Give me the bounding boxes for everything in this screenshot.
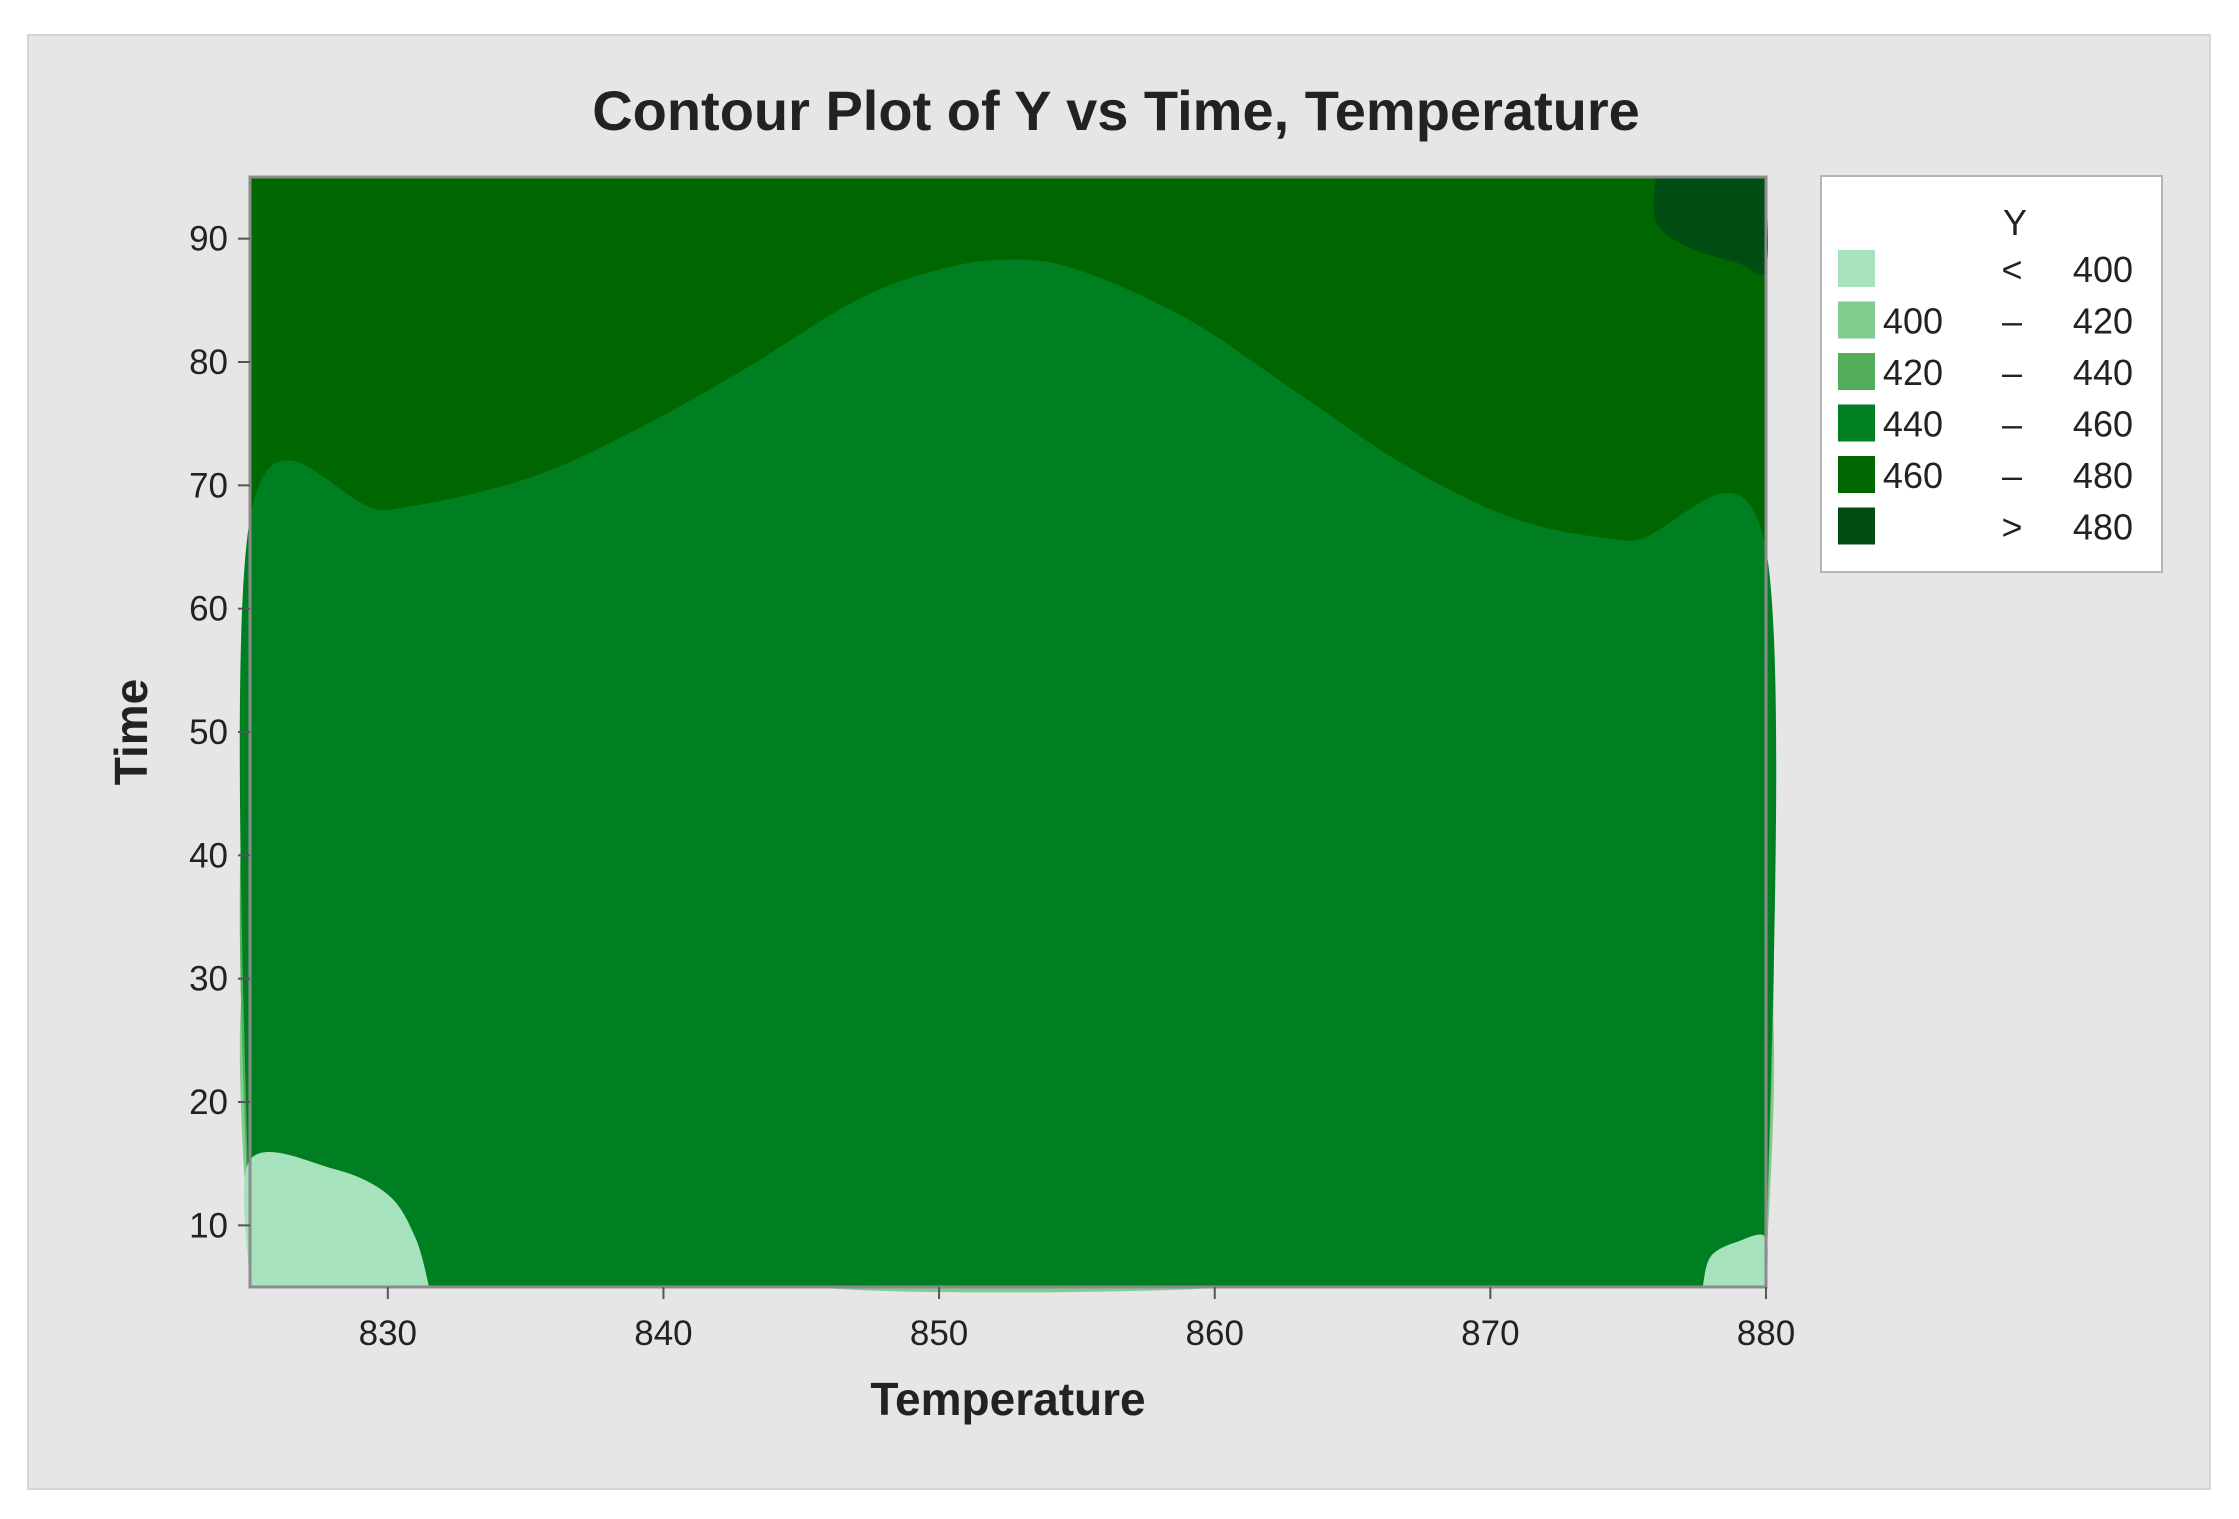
legend-range-separator: > xyxy=(2001,507,2022,548)
legend-range-low: 460 xyxy=(1883,455,1943,496)
contour-bands xyxy=(239,177,1777,1293)
legend-range-separator: – xyxy=(2002,404,2022,445)
y-tick-label: 60 xyxy=(189,590,228,629)
x-tick-label: 860 xyxy=(1186,1314,1244,1353)
y-tick-label: 40 xyxy=(189,836,228,875)
contour-band-4 xyxy=(243,1152,430,1287)
legend-box xyxy=(1820,175,2163,573)
legend-swatch xyxy=(1838,404,1875,442)
legend-swatch xyxy=(1838,301,1875,339)
plot-area xyxy=(239,175,1777,1293)
legend-swatch xyxy=(1838,507,1875,545)
legend-range-high: 420 xyxy=(2073,301,2133,342)
legend-range-high: 480 xyxy=(2073,455,2133,496)
x-tick-label: 850 xyxy=(910,1314,968,1353)
y-tick-label: 30 xyxy=(189,960,228,999)
y-axis: 10 20 30 40 50 60 70 80 90 xyxy=(189,220,250,1245)
legend-range-separator: < xyxy=(2001,249,2022,290)
contour-band-2 xyxy=(239,259,1777,1288)
y-tick-label: 50 xyxy=(189,713,228,752)
y-tick-label: 70 xyxy=(189,466,228,505)
chart-panel: Contour Plot of Y vs Time, Temperature 8… xyxy=(27,34,2211,1490)
x-tick-label: 840 xyxy=(634,1314,692,1353)
legend-swatch xyxy=(1838,456,1875,493)
legend-range-separator: – xyxy=(2002,455,2022,496)
legend-range-low: 400 xyxy=(1883,301,1943,342)
y-tick-label: 10 xyxy=(189,1206,228,1245)
x-axis-title: Temperature xyxy=(870,1373,1145,1425)
x-tick-label: 830 xyxy=(359,1314,417,1353)
legend-range-high: 440 xyxy=(2073,352,2133,393)
x-axis: 830 840 850 860 870 880 xyxy=(359,1287,1795,1353)
legend-range-low: 440 xyxy=(1883,404,1943,445)
contour-plot: Contour Plot of Y vs Time, Temperature 8… xyxy=(105,79,2163,1425)
legend-entries: <400 400 – 420 420 – 440 440 – 460 460 – 480 > 480 xyxy=(1838,249,2133,548)
legend-title: Y xyxy=(2003,202,2027,243)
x-tick-label: 870 xyxy=(1461,1314,1519,1353)
legend: Y <400 400 – 420 420 – 440 440 – 460 460 – 480 > 480 xyxy=(1820,175,2163,573)
contour-band-3 xyxy=(1653,177,1769,276)
legend-range-low: 420 xyxy=(1883,352,1943,393)
chart-title: Contour Plot of Y vs Time, Temperature xyxy=(592,79,1640,142)
legend-range-high: 480 xyxy=(2073,507,2133,548)
y-tick-label: 80 xyxy=(189,343,228,382)
contour-band-5 xyxy=(1702,1234,1769,1287)
x-tick-label: 880 xyxy=(1737,1314,1795,1353)
legend-range-high: 400 xyxy=(2073,249,2133,290)
y-tick-label: 20 xyxy=(189,1083,228,1122)
legend-range-separator: – xyxy=(2002,301,2022,342)
legend-range-separator: – xyxy=(2002,352,2022,393)
legend-swatch xyxy=(1838,250,1875,287)
y-tick-label: 90 xyxy=(189,220,228,259)
legend-range-high: 460 xyxy=(2073,404,2133,445)
y-axis-title: Time xyxy=(105,679,157,786)
legend-swatch xyxy=(1838,353,1875,390)
